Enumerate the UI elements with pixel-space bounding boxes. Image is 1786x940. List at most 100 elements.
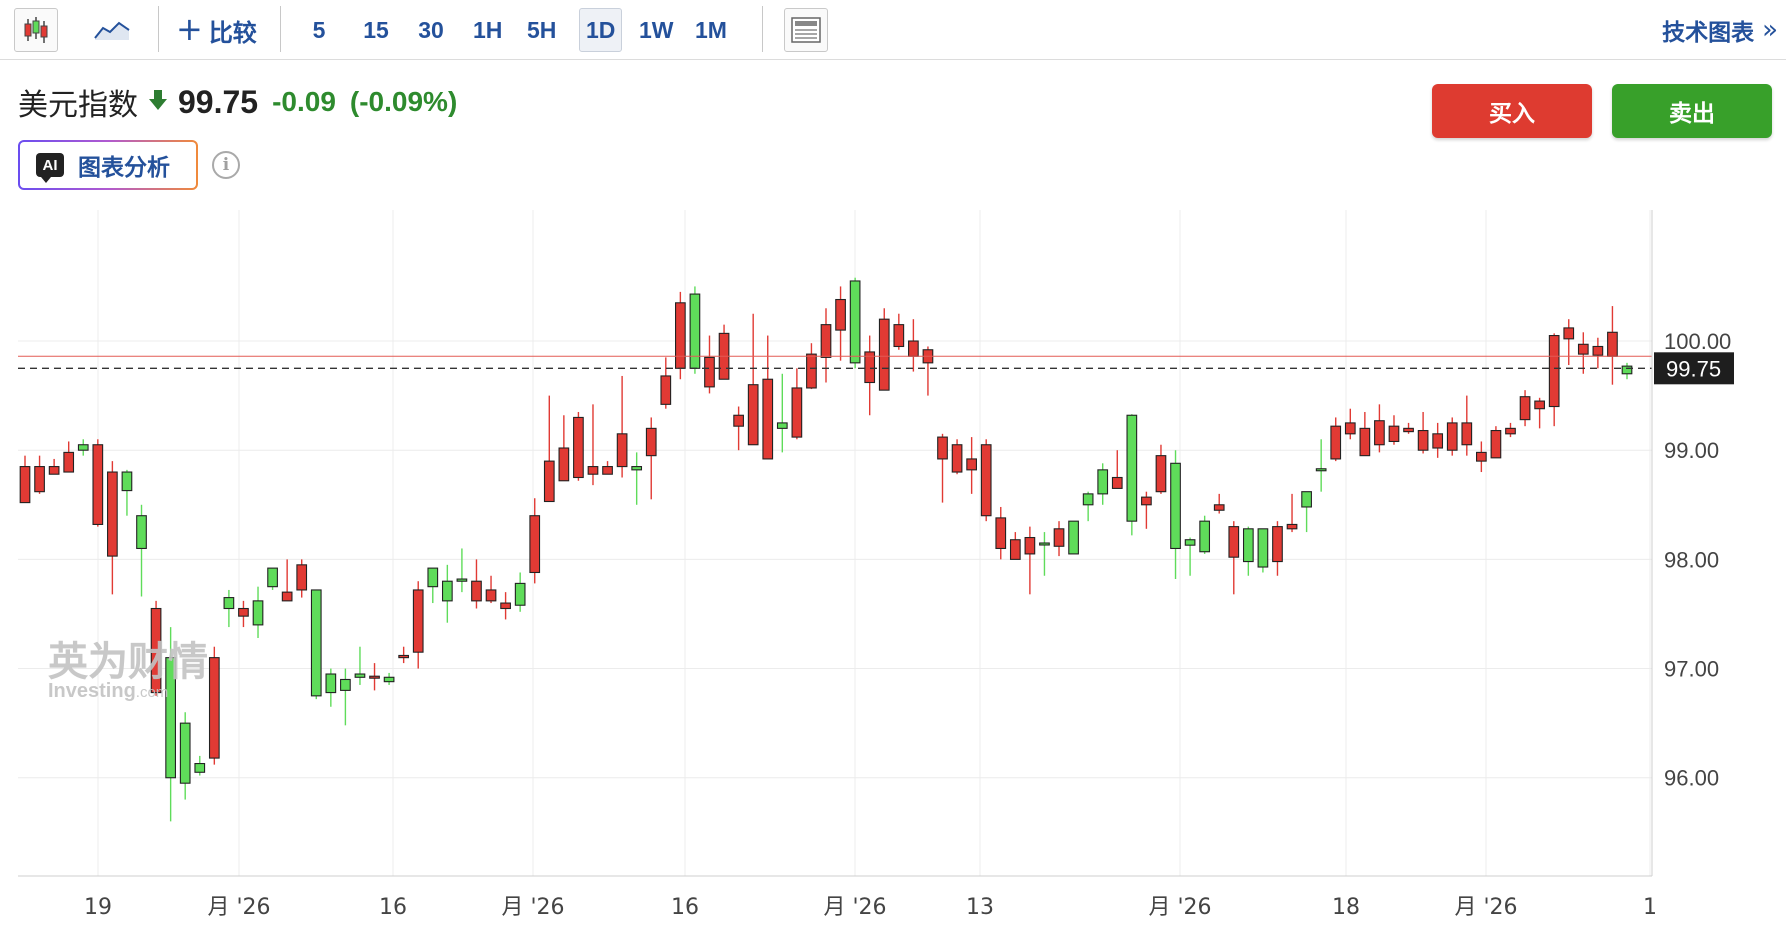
- candlestick: [1228, 521, 1240, 595]
- technical-chart-link[interactable]: 技术图表 »: [1662, 8, 1778, 52]
- candlestick: [1330, 417, 1342, 462]
- candle-body: [1039, 542, 1050, 546]
- timeframe-1m[interactable]: 1M: [695, 16, 727, 43]
- candlestick: [543, 395, 555, 503]
- candle-body: [1490, 429, 1502, 459]
- candlestick: [1359, 411, 1371, 457]
- candle-body: [165, 657, 176, 779]
- candlestick: [1009, 532, 1021, 560]
- candle-body: [1563, 327, 1575, 340]
- candlestick: [922, 346, 934, 396]
- candlestick: [645, 417, 657, 500]
- candlestick: [514, 572, 526, 612]
- candlestick: [1476, 441, 1487, 473]
- candlestick: [718, 324, 730, 380]
- candlestick: [1097, 463, 1109, 505]
- candle-body: [107, 471, 118, 557]
- candle-body: [310, 589, 322, 697]
- timeframe-1d[interactable]: 1D: [579, 8, 623, 52]
- toolbar-separator: [158, 6, 159, 52]
- candlestick: [1344, 408, 1356, 440]
- candlestick: [398, 646, 410, 664]
- candle-body: [849, 280, 861, 364]
- candlestick: [878, 308, 890, 391]
- candlestick: [616, 375, 628, 478]
- candlestick: [179, 712, 191, 800]
- candle-body: [383, 676, 395, 683]
- candlestick: [762, 335, 774, 460]
- candlestick: [383, 672, 395, 685]
- instrument-name: 美元指数: [18, 88, 138, 123]
- y-tick-label: 100.00: [1664, 329, 1731, 354]
- candlestick: [747, 313, 759, 446]
- ai-chart-analysis-button[interactable]: AI 图表分析: [18, 140, 198, 190]
- candlestick: [1082, 491, 1094, 522]
- candlestick: [1068, 520, 1079, 555]
- candle-body: [1242, 528, 1254, 563]
- candle-body: [1534, 400, 1545, 410]
- toolbar-separator: [280, 6, 281, 52]
- candlestick: [602, 461, 613, 475]
- candlestick-chart-icon[interactable]: [14, 8, 58, 52]
- x-tick-label: 月 '26: [1454, 895, 1517, 920]
- candle-body: [1432, 433, 1444, 449]
- y-tick-label: 97.00: [1664, 657, 1719, 682]
- ai-badge-icon: AI: [36, 153, 64, 183]
- candlestick: [1505, 422, 1516, 438]
- candlestick: [1621, 362, 1633, 380]
- candlestick: [849, 277, 861, 369]
- candle-body: [179, 722, 191, 784]
- timeframe-5[interactable]: 5: [312, 16, 326, 43]
- timeframe-1w[interactable]: 1W: [639, 16, 674, 43]
- chart-toolbar: + 比较 5 15 30 1H 5H 1D 1W 1M 技术图表 »: [0, 0, 1786, 60]
- candlestick: [893, 313, 905, 350]
- info-icon[interactable]: i: [212, 151, 240, 179]
- candlestick: [1184, 537, 1196, 576]
- candle-body: [514, 582, 526, 606]
- candle-body: [1286, 523, 1298, 530]
- timeframe-30[interactable]: 30: [418, 16, 444, 43]
- candle-body: [1301, 491, 1312, 508]
- timeframe-15[interactable]: 15: [363, 16, 389, 43]
- candle-body: [208, 657, 220, 759]
- x-tick-label: 16: [379, 895, 407, 920]
- area-line-chart-icon[interactable]: [82, 8, 142, 52]
- candlestick: [252, 586, 264, 638]
- double-chevron-right-icon: »: [1762, 15, 1778, 45]
- y-tick-label: 96.00: [1664, 766, 1719, 791]
- candlestick: [1563, 319, 1575, 366]
- x-tick-label: 18: [1332, 895, 1360, 920]
- buy-button[interactable]: 买入: [1432, 84, 1592, 138]
- candle-body: [893, 324, 905, 348]
- candle-body: [966, 458, 977, 471]
- candlestick: [937, 433, 948, 503]
- candle-body: [340, 678, 351, 691]
- candle-body: [1344, 422, 1356, 435]
- y-tick-label: 98.00: [1664, 547, 1719, 572]
- candle-body: [1009, 539, 1021, 560]
- candle-body: [281, 591, 293, 602]
- timeframe-1h[interactable]: 1H: [473, 16, 503, 43]
- candlestick: [864, 335, 876, 416]
- chart-axes: 96.00 97.00 98.00 99.00 100.00 19 月 '26 16 月 '26…: [18, 210, 1731, 920]
- candlestick: [1548, 333, 1560, 427]
- candlestick: [1126, 414, 1138, 536]
- candle-body: [267, 567, 278, 588]
- chart-layout-icon[interactable]: [784, 8, 828, 52]
- timeframe-5h[interactable]: 5H: [527, 16, 557, 43]
- last-price-label: 99.75: [1666, 356, 1721, 381]
- candle-body: [747, 384, 759, 446]
- candle-body: [369, 675, 380, 679]
- candle-body: [1607, 331, 1618, 357]
- candle-body: [1592, 345, 1604, 356]
- compare-button[interactable]: + 比较: [176, 8, 257, 52]
- candlestick: [704, 335, 715, 394]
- candlestick: [995, 506, 1007, 560]
- candlestick: [1039, 532, 1050, 576]
- candlestick: [1461, 395, 1473, 456]
- price-change-percent: (-0.09%): [349, 86, 458, 117]
- candlestick: [1534, 397, 1545, 429]
- sell-button[interactable]: 卖出: [1612, 84, 1772, 138]
- candle-body: [1082, 493, 1094, 506]
